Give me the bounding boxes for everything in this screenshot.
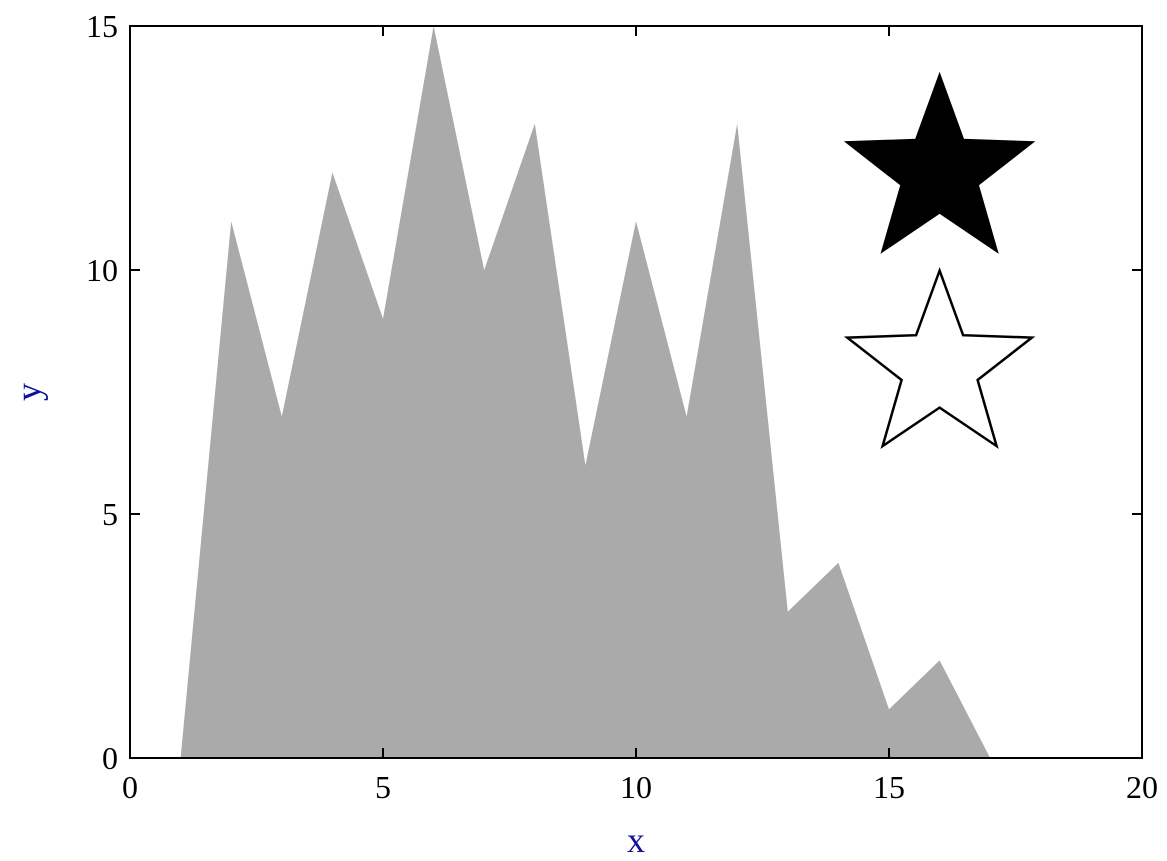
- outline-star-marker: [843, 266, 1036, 450]
- y-tick-label: 0: [102, 740, 118, 776]
- x-tick-label: 10: [620, 769, 652, 805]
- marker-layer: [843, 71, 1036, 450]
- tick-layer: 0 5 10 15 20 0 5 10 15: [86, 8, 1158, 805]
- area-series-0: [180, 26, 991, 758]
- x-tick-label: 15: [873, 769, 905, 805]
- x-tick-label: 20: [1126, 769, 1158, 805]
- y-tick-label: 15: [86, 8, 118, 44]
- area-layer: [180, 26, 991, 758]
- x-axis-label: x: [627, 820, 645, 860]
- y-tick-label: 10: [86, 252, 118, 288]
- x-tick-label: 5: [375, 769, 391, 805]
- x-tick-label: 0: [122, 769, 138, 805]
- y-axis-label: y: [8, 383, 48, 401]
- filled-star-marker: [843, 71, 1036, 254]
- y-tick-label: 5: [102, 496, 118, 532]
